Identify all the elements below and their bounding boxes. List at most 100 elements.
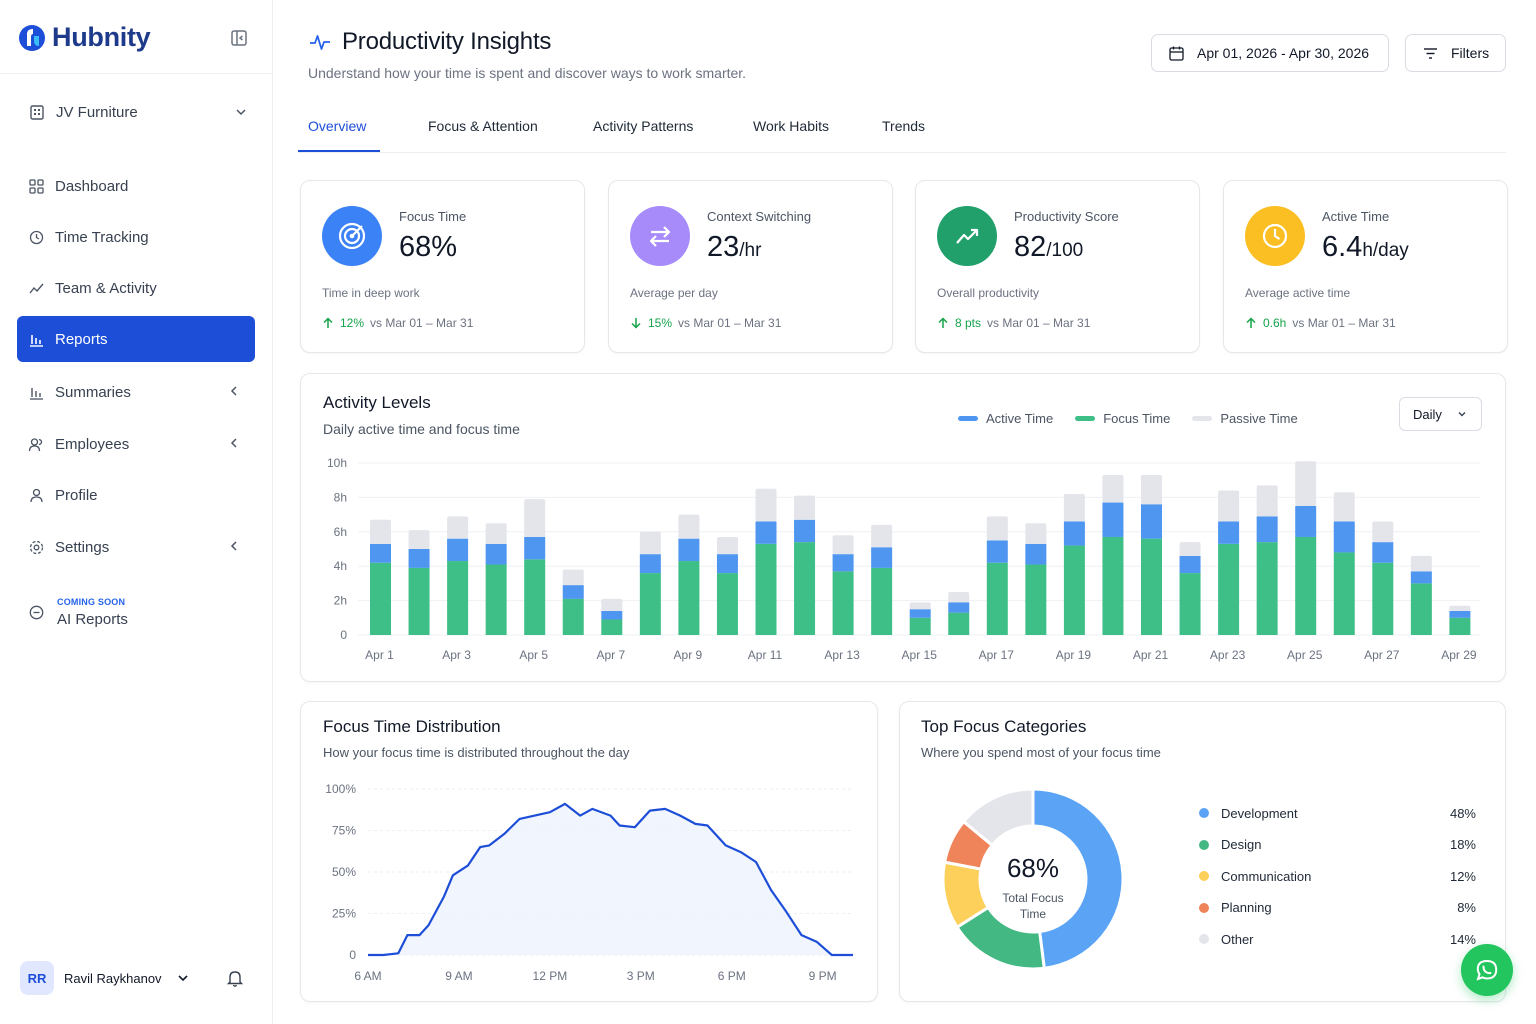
bar-active-time <box>1063 521 1085 546</box>
sidebar-item-team-activity[interactable]: Team & Activity <box>17 265 255 311</box>
tab-overview[interactable]: Overview <box>308 118 367 134</box>
period-select[interactable]: Daily <box>1399 397 1482 431</box>
bar-active-time <box>408 549 430 568</box>
activity-subtitle: Daily active time and focus time <box>323 421 520 437</box>
bar-focus-time <box>562 598 584 635</box>
bar-passive-time <box>524 499 546 537</box>
bar-passive-time <box>601 598 623 611</box>
sidebar-item-profile[interactable]: Profile <box>17 472 255 518</box>
sidebar-item-dashboard[interactable]: Dashboard <box>17 163 255 209</box>
avatar[interactable]: RR <box>20 961 54 995</box>
x-tick-label: Apr 7 <box>596 648 625 662</box>
categories-subtitle: Where you spend most of your focus time <box>921 745 1161 760</box>
kpi-card-focus-time: Focus Time 68% Time in deep work 12% vs M… <box>300 180 585 353</box>
sidebar-item-settings[interactable]: Settings <box>17 524 255 570</box>
tab-activity-patterns[interactable]: Activity Patterns <box>593 118 694 134</box>
kpi-card-context-switching: Context Switching 23/hr Average per day … <box>608 180 893 353</box>
filters-button[interactable]: Filters <box>1405 34 1506 72</box>
bar-active-time <box>1333 521 1355 553</box>
ai-reports-item[interactable]: COMING SOON AI Reports <box>28 597 128 628</box>
page-subtitle: Understand how your time is spent and di… <box>308 65 747 81</box>
donut-slice-development <box>1031 787 1125 970</box>
x-tick-label: Apr 3 <box>442 648 471 662</box>
filters-label: Filters <box>1451 45 1490 61</box>
chevron-left-icon <box>230 541 237 551</box>
pulse-icon <box>310 35 330 50</box>
date-range-picker[interactable]: Apr 01, 2026 - Apr 30, 2026 <box>1151 34 1389 72</box>
kpi-card-active-time: Active Time 6.4h/day Average active time… <box>1223 180 1508 353</box>
activity-title: Activity Levels <box>323 393 431 412</box>
tab-focus-attention[interactable]: Focus & Attention <box>428 118 538 134</box>
donut-center-value: 68% <box>1007 853 1059 883</box>
brand[interactable]: Hubnity <box>18 22 151 53</box>
ai-reports-label: AI Reports <box>57 611 128 628</box>
y-tick-label: 8h <box>334 490 347 504</box>
bar-focus-time <box>832 571 854 635</box>
sidebar-item-reports[interactable]: Reports <box>17 316 255 362</box>
kpi-description: Average per day <box>630 286 718 300</box>
tab-bar: Overview Focus & Attention Activity Patt… <box>298 106 1506 153</box>
tab-work-habits[interactable]: Work Habits <box>753 118 829 134</box>
kpi-label: Focus Time <box>399 209 467 224</box>
bar-focus-time <box>1333 552 1355 635</box>
whatsapp-icon <box>1476 959 1498 981</box>
bar-focus-time <box>408 567 430 635</box>
sidebar-divider <box>0 73 272 74</box>
collapse-sidebar-icon[interactable] <box>229 28 249 48</box>
category-name: Design <box>1221 837 1262 853</box>
bar-active-time <box>562 585 584 599</box>
bar-chart-icon <box>30 387 43 400</box>
category-row: Design 18% <box>1199 835 1476 855</box>
kpi-card-productivity-score: Productivity Score 82/100 Overall produc… <box>915 180 1200 353</box>
x-tick-label: 9 AM <box>445 969 472 983</box>
bar-active-time <box>447 538 469 562</box>
chevron-down-icon[interactable] <box>176 971 190 985</box>
org-switcher[interactable]: JV Furniture <box>28 98 248 126</box>
user-icon <box>30 488 43 502</box>
sidebar-item-employees[interactable]: Employees <box>17 421 255 467</box>
kpi-delta: 8 pts vs Mar 01 – Mar 31 <box>937 316 1090 330</box>
bar-focus-time <box>716 573 738 635</box>
category-percent: 14% <box>1449 931 1476 947</box>
category-color-dot <box>1199 934 1209 945</box>
bar-passive-time <box>794 495 816 520</box>
active-tab-indicator <box>298 150 380 152</box>
sidebar-item-time-tracking[interactable]: Time Tracking <box>17 214 255 260</box>
page-heading: Productivity Insights <box>342 28 552 55</box>
donut-center-label: Total Focus <box>1002 891 1063 905</box>
kpi-value: 68% <box>399 231 458 263</box>
bar-passive-time <box>1179 542 1201 556</box>
kpi-value: 23/hr <box>707 231 762 263</box>
bar-focus-time <box>1179 573 1201 635</box>
x-tick-label: 6 PM <box>718 969 746 983</box>
y-tick-label: 10h <box>327 456 347 470</box>
grid-icon <box>29 178 44 194</box>
bar-passive-time <box>1295 461 1317 506</box>
bar-focus-time <box>755 543 777 635</box>
page-title: Productivity Insights <box>308 28 551 56</box>
gear-icon <box>29 540 44 554</box>
bar-focus-time <box>485 564 507 635</box>
bar-focus-time <box>871 567 893 635</box>
category-name: Planning <box>1221 900 1272 916</box>
bar-focus-time <box>1449 617 1471 635</box>
x-tick-label: 12 PM <box>533 969 568 983</box>
category-row: Other 14% <box>1199 929 1476 949</box>
bar-passive-time <box>1449 605 1471 611</box>
category-name: Other <box>1221 931 1254 947</box>
whatsapp-chat-button[interactable] <box>1461 944 1513 996</box>
bar-passive-time <box>562 569 584 586</box>
kpi-delta: 0.6h vs Mar 01 – Mar 31 <box>1245 316 1396 330</box>
bell-icon[interactable] <box>225 968 245 988</box>
bar-active-time <box>986 540 1008 563</box>
sidebar-item-label: Profile <box>55 486 98 504</box>
bar-focus-time <box>1256 542 1278 635</box>
tab-trends[interactable]: Trends <box>882 118 926 134</box>
bar-focus-time <box>370 562 391 635</box>
focus-area-chart: 100% 75% 50% 25% 0 6 AM 9 AM 12 PM 3 PM 6 PM 9 PM <box>325 782 853 983</box>
bar-passive-time <box>639 531 661 555</box>
category-name: Development <box>1221 805 1298 821</box>
bar-focus-time <box>1141 538 1162 635</box>
sidebar-item-summaries[interactable]: Summaries <box>17 369 255 415</box>
bar-passive-time <box>832 535 854 555</box>
